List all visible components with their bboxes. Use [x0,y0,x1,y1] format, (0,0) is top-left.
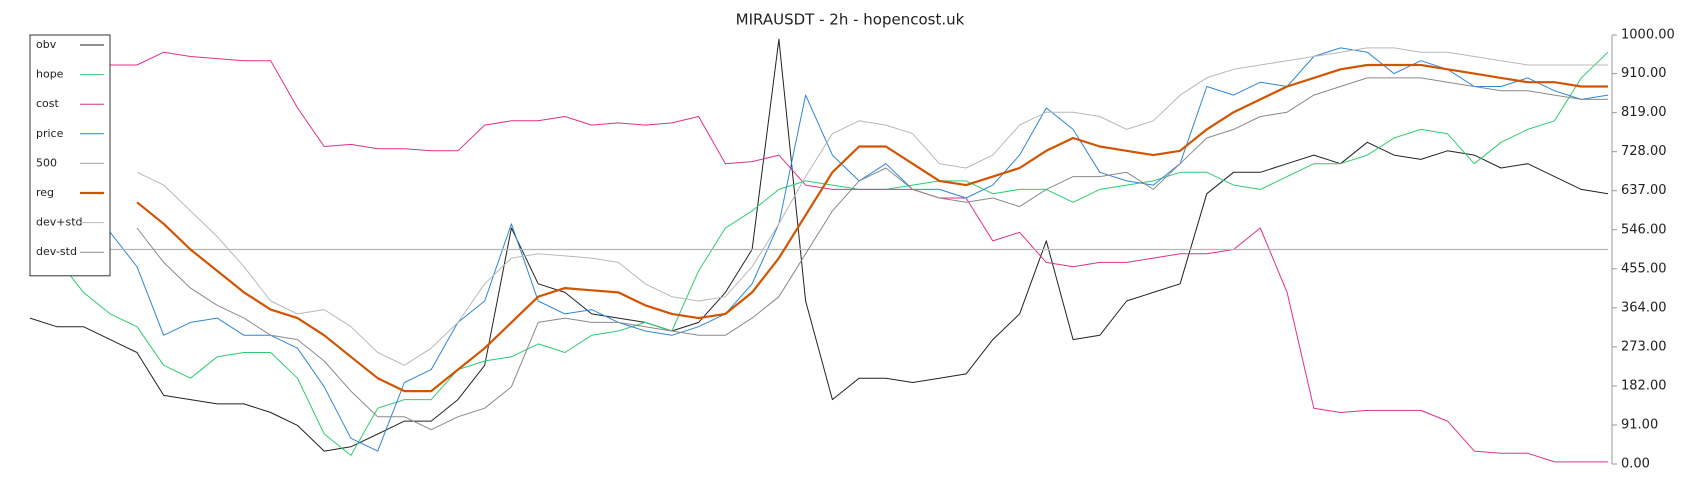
y-tick-label: 637.00 [1621,183,1667,198]
y-tick-label: 364.00 [1621,300,1667,315]
series-line [136,47,1608,366]
chart-title: MIRAUSDT - 2h - hopencost.uk [736,11,965,29]
y-tick-label: 819.00 [1621,105,1667,120]
series-line [29,51,1609,456]
y-tick-label: 1000.00 [1621,28,1675,43]
series-line [136,63,1608,393]
y-tick-label: 728.00 [1621,144,1667,159]
y-tick-label: 455.00 [1621,261,1667,276]
series-line [29,38,1609,452]
y-tick-label: 910.00 [1621,66,1667,81]
legend-label: dev+std [36,216,83,229]
legend-box [29,34,111,277]
legend-label: dev-std [36,245,77,258]
y-tick-label: 0.00 [1621,457,1650,472]
legend-label: obv [36,38,57,51]
legend-label: reg [36,186,54,199]
legend-label: price [36,127,64,140]
y-tick-label: 91.00 [1621,417,1658,432]
legend-label: 500 [36,156,57,169]
legend-label: hope [36,68,64,81]
series-line [29,47,1609,452]
y-tick-label: 273.00 [1621,339,1667,354]
legend-label: cost [36,97,60,110]
series-line [30,51,1608,463]
y-tick-label: 182.00 [1621,378,1667,393]
legend: obv hope cost price 500 reg dev+std dev-std [29,34,111,277]
series-line [136,77,1608,431]
y-tick-label: 546.00 [1621,222,1667,237]
